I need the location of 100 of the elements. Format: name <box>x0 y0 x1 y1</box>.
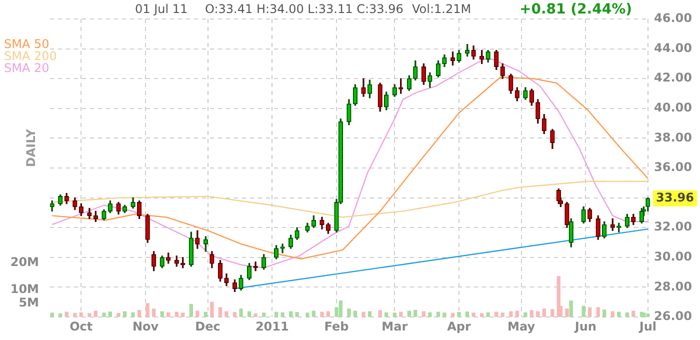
x-tick-label: Jul <box>638 319 656 334</box>
bar <box>102 312 106 317</box>
bar <box>617 312 621 317</box>
bar <box>320 312 324 317</box>
y-tick-label: 30.00 <box>654 250 692 264</box>
y2-tick-label: 20M <box>10 254 39 269</box>
bar <box>536 311 540 317</box>
text: SMA 200 <box>4 49 57 64</box>
bar <box>88 313 92 317</box>
y2-tick-label: 5M <box>18 296 39 310</box>
bar <box>306 312 310 317</box>
x-tick-label: Mar <box>382 319 408 334</box>
bar <box>295 312 299 317</box>
bar <box>500 312 504 317</box>
bar <box>646 313 650 317</box>
bar <box>196 310 200 317</box>
bar <box>392 312 396 317</box>
x-tick-label: May <box>508 319 536 334</box>
bar <box>472 312 476 317</box>
y2-tick-label: 10M <box>10 282 39 296</box>
y-tick-label: 46.00 <box>654 11 692 26</box>
bar <box>565 308 569 317</box>
bar <box>50 312 54 317</box>
bar <box>94 310 98 317</box>
bar <box>407 310 411 317</box>
bar <box>378 310 382 317</box>
bar <box>602 310 606 317</box>
bar <box>116 312 120 317</box>
bar <box>181 312 185 317</box>
bar <box>254 313 258 317</box>
bar <box>362 312 366 317</box>
bar <box>137 310 142 317</box>
bar <box>384 312 388 317</box>
bar <box>530 310 534 317</box>
bar <box>122 311 127 317</box>
text: 01 Jul 11 <box>135 2 188 16</box>
bar <box>274 312 278 317</box>
bar <box>166 312 170 317</box>
bar <box>550 309 554 317</box>
bar <box>210 302 214 317</box>
text: +0.81 (2.44%) <box>519 2 632 18</box>
text: SMA 50 <box>4 37 50 52</box>
bar <box>368 311 372 317</box>
bar <box>610 311 614 317</box>
y-tick-label: 38.00 <box>654 130 692 144</box>
bar <box>58 313 62 317</box>
bar <box>160 311 164 317</box>
y-tick-label: 42.00 <box>654 70 692 85</box>
bar <box>428 312 432 317</box>
bar <box>353 310 358 317</box>
y-tick-label: 32.00 <box>654 220 692 234</box>
bar <box>414 310 418 317</box>
bar <box>224 311 228 317</box>
bar <box>232 312 237 317</box>
bar <box>569 300 573 317</box>
bar <box>64 312 68 317</box>
y-tick-label: 28.00 <box>654 279 692 294</box>
bar <box>108 312 112 317</box>
y-tick-label: 36.00 <box>654 160 692 174</box>
bar <box>73 312 77 317</box>
bar <box>399 312 403 317</box>
bar <box>442 312 446 317</box>
bar <box>239 308 243 317</box>
bar <box>218 307 222 317</box>
text: O:33.41 H:34.00 L:33.11 C:33.96 <box>205 2 404 16</box>
text: DAILY <box>24 128 38 168</box>
text: Vol:1.21M <box>412 2 472 16</box>
bar <box>247 311 252 317</box>
bar <box>280 312 284 317</box>
bar <box>436 312 440 317</box>
bar <box>262 312 266 317</box>
y-tick-label: 26.00 <box>654 309 692 324</box>
bar <box>174 312 178 317</box>
bar <box>422 311 426 317</box>
bar <box>588 307 592 317</box>
bar <box>338 300 342 317</box>
bar <box>312 310 316 317</box>
bar <box>465 312 470 317</box>
bar <box>582 306 586 317</box>
bar <box>509 311 513 317</box>
bar <box>524 312 528 317</box>
x-tick-label: Oct <box>70 319 93 334</box>
bar <box>480 313 484 317</box>
x-tick-label: Apr <box>447 319 471 334</box>
bar <box>596 307 600 317</box>
x-tick-label: 2011 <box>255 319 289 334</box>
bar <box>189 304 194 317</box>
bar <box>494 312 498 317</box>
bar <box>347 308 351 317</box>
bar <box>457 312 461 317</box>
bar <box>131 312 135 317</box>
bar <box>326 311 330 317</box>
annotation: 33.96 <box>656 190 694 205</box>
bar <box>289 311 293 317</box>
x-tick-label: Jun <box>574 319 596 334</box>
bar <box>486 312 490 317</box>
x-tick-label: Feb <box>324 319 350 334</box>
bar <box>79 312 83 317</box>
y-tick-label: 44.00 <box>654 40 692 55</box>
y-tick-label: 40.00 <box>654 100 692 115</box>
